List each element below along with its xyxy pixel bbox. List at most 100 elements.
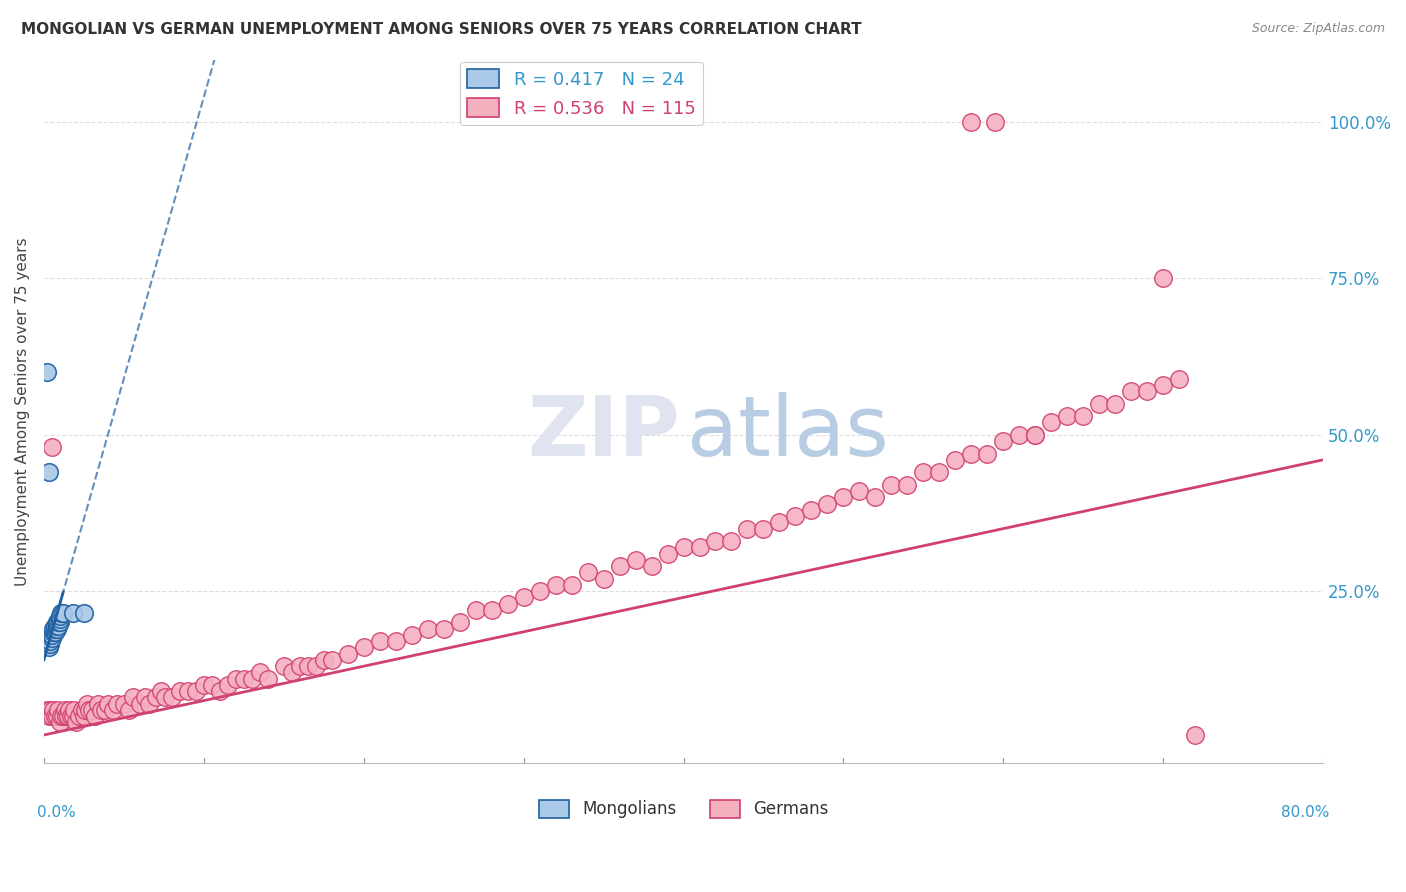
Point <box>52 606 75 620</box>
Point <box>305 659 328 673</box>
Point <box>160 690 183 705</box>
Point <box>42 622 65 636</box>
Point <box>1008 427 1031 442</box>
Point <box>49 612 72 626</box>
Point <box>401 628 423 642</box>
Point <box>544 578 567 592</box>
Point <box>640 559 662 574</box>
Y-axis label: Unemployment Among Seniors over 75 years: Unemployment Among Seniors over 75 years <box>15 237 30 586</box>
Point <box>720 534 742 549</box>
Point <box>1024 427 1046 442</box>
Point <box>1104 396 1126 410</box>
Point <box>90 703 112 717</box>
Point <box>249 665 271 680</box>
Point <box>87 697 110 711</box>
Point <box>217 678 239 692</box>
Point <box>97 697 120 711</box>
Text: Source: ZipAtlas.com: Source: ZipAtlas.com <box>1251 22 1385 36</box>
Point <box>35 365 58 379</box>
Point <box>177 684 200 698</box>
Point <box>46 618 69 632</box>
Point <box>976 446 998 460</box>
Point <box>112 697 135 711</box>
Point <box>800 503 823 517</box>
Text: atlas: atlas <box>688 392 889 473</box>
Point <box>912 466 935 480</box>
Point <box>896 478 918 492</box>
Point <box>75 703 97 717</box>
Point <box>737 522 759 536</box>
Point <box>848 484 870 499</box>
Point <box>1121 384 1143 398</box>
Point <box>58 703 80 717</box>
Point <box>657 547 679 561</box>
Point <box>576 566 599 580</box>
Point <box>1056 409 1078 423</box>
Point <box>1071 409 1094 423</box>
Point <box>561 578 583 592</box>
Point <box>38 466 60 480</box>
Point <box>122 690 145 705</box>
Point <box>960 446 983 460</box>
Point <box>65 715 87 730</box>
Point <box>704 534 727 549</box>
Text: MONGOLIAN VS GERMAN UNEMPLOYMENT AMONG SENIORS OVER 75 YEARS CORRELATION CHART: MONGOLIAN VS GERMAN UNEMPLOYMENT AMONG S… <box>21 22 862 37</box>
Point <box>232 672 254 686</box>
Point <box>42 624 65 639</box>
Point <box>193 678 215 692</box>
Point <box>1136 384 1159 398</box>
Point <box>321 653 343 667</box>
Point <box>1152 271 1174 285</box>
Point <box>155 690 177 705</box>
Point <box>44 709 66 723</box>
Point <box>45 618 67 632</box>
Point <box>169 684 191 698</box>
Point <box>624 553 647 567</box>
Point <box>1024 427 1046 442</box>
Point <box>49 715 72 730</box>
Point <box>45 709 67 723</box>
Point <box>433 622 456 636</box>
Point <box>73 709 96 723</box>
Point <box>288 659 311 673</box>
Point <box>38 709 60 723</box>
Point <box>336 647 359 661</box>
Point <box>880 478 903 492</box>
Point <box>1088 396 1111 410</box>
Point <box>41 628 63 642</box>
Point <box>208 684 231 698</box>
Point <box>201 678 224 692</box>
Point <box>93 703 115 717</box>
Point <box>785 509 807 524</box>
Point <box>225 672 247 686</box>
Point <box>865 491 887 505</box>
Point <box>512 591 534 605</box>
Point <box>384 634 406 648</box>
Text: ZIP: ZIP <box>527 392 679 473</box>
Point <box>256 672 278 686</box>
Point <box>62 606 84 620</box>
Point <box>768 516 790 530</box>
Point <box>464 603 486 617</box>
Point <box>39 703 62 717</box>
Point <box>46 703 69 717</box>
Point <box>943 453 966 467</box>
Point <box>449 615 471 630</box>
Point <box>145 690 167 705</box>
Point <box>63 703 86 717</box>
Point <box>51 606 73 620</box>
Point <box>51 709 73 723</box>
Point <box>149 684 172 698</box>
Point <box>1184 728 1206 742</box>
Point <box>44 618 66 632</box>
Point <box>984 115 1007 129</box>
Point <box>368 634 391 648</box>
Point <box>72 703 94 717</box>
Point <box>481 603 503 617</box>
Point <box>496 597 519 611</box>
Point <box>101 703 124 717</box>
Point <box>993 434 1015 448</box>
Point <box>45 622 67 636</box>
Point <box>752 522 775 536</box>
Point <box>44 624 66 639</box>
